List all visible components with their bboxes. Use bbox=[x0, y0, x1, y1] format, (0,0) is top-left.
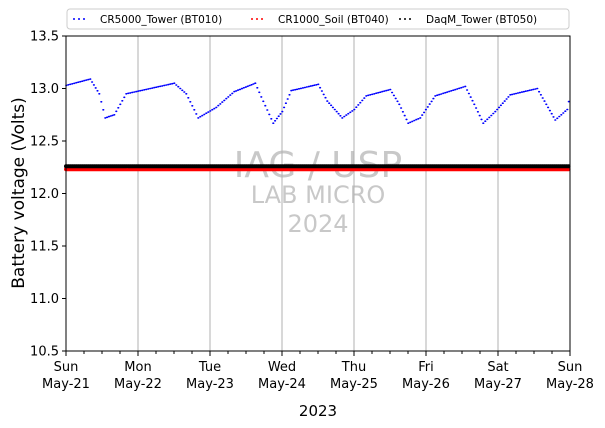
y-tick-label: 11.5 bbox=[30, 240, 59, 255]
x-axis-label: 2023 bbox=[299, 402, 337, 420]
x-tick-label: May-27 bbox=[474, 377, 522, 392]
watermark: IAG / USP LAB MICRO 2024 bbox=[234, 145, 402, 238]
x-tick-day: Sat bbox=[487, 360, 508, 375]
y-axis-label: Battery voltage (Volts) bbox=[9, 97, 29, 288]
y-tick-label: 13.0 bbox=[30, 82, 59, 97]
series-0-markers bbox=[65, 78, 570, 124]
legend-marker-0 bbox=[78, 18, 80, 20]
legend-marker-1 bbox=[251, 18, 253, 20]
x-axis: Sun May-21 Mon May-22 Tue May-23 Wed May-24 Thu M… bbox=[42, 351, 594, 392]
legend-marker-2 bbox=[409, 18, 411, 20]
x-tick-label: May-22 bbox=[114, 377, 162, 392]
y-axis: 10.5 11.0 11.5 12.0 12.5 13.0 13.5 bbox=[30, 30, 66, 360]
x-tick-label: May-26 bbox=[402, 377, 450, 392]
legend-marker-2 bbox=[404, 18, 406, 20]
x-tick-day: Wed bbox=[268, 360, 296, 375]
x-tick-day: Tue bbox=[198, 360, 221, 375]
x-tick-label: May-23 bbox=[186, 377, 234, 392]
legend-marker-1 bbox=[261, 18, 263, 20]
y-tick-label: 11.0 bbox=[30, 292, 59, 307]
legend-marker-0 bbox=[83, 18, 85, 20]
legend-label-2: DaqM_Tower (BT050) bbox=[426, 14, 537, 26]
legend-label-1: CR1000_Soil (BT040) bbox=[278, 14, 389, 26]
grid-lines bbox=[137, 36, 499, 351]
x-tick-day: Thu bbox=[341, 360, 366, 375]
legend-box bbox=[66, 8, 570, 30]
x-tick-day: Sun bbox=[54, 360, 79, 375]
legend-marker-1 bbox=[256, 18, 258, 20]
x-tick-label: May-21 bbox=[42, 377, 90, 392]
x-tick-day: Mon bbox=[124, 360, 151, 375]
legend-label-0: CR5000_Tower (BT010) bbox=[100, 14, 222, 26]
legend-marker-2 bbox=[399, 18, 401, 20]
y-tick-label: 12.5 bbox=[30, 135, 59, 150]
x-tick-day: Fri bbox=[418, 360, 434, 375]
series-layer bbox=[64, 78, 571, 172]
x-tick-label: May-25 bbox=[330, 377, 378, 392]
watermark-line-3: 2024 bbox=[287, 210, 348, 238]
legend-marker-0 bbox=[73, 18, 75, 20]
legend: CR5000_Tower (BT010) CR1000_Soil (BT040) D… bbox=[66, 8, 570, 30]
watermark-line-2: LAB MICRO bbox=[251, 181, 386, 209]
y-tick-label: 10.5 bbox=[30, 345, 59, 360]
y-tick-label: 13.5 bbox=[30, 30, 59, 45]
x-tick-day: Sun bbox=[558, 360, 583, 375]
x-tick-label: May-24 bbox=[258, 377, 306, 392]
x-tick-label: May-28 bbox=[546, 377, 594, 392]
y-tick-label: 12.0 bbox=[30, 187, 59, 202]
